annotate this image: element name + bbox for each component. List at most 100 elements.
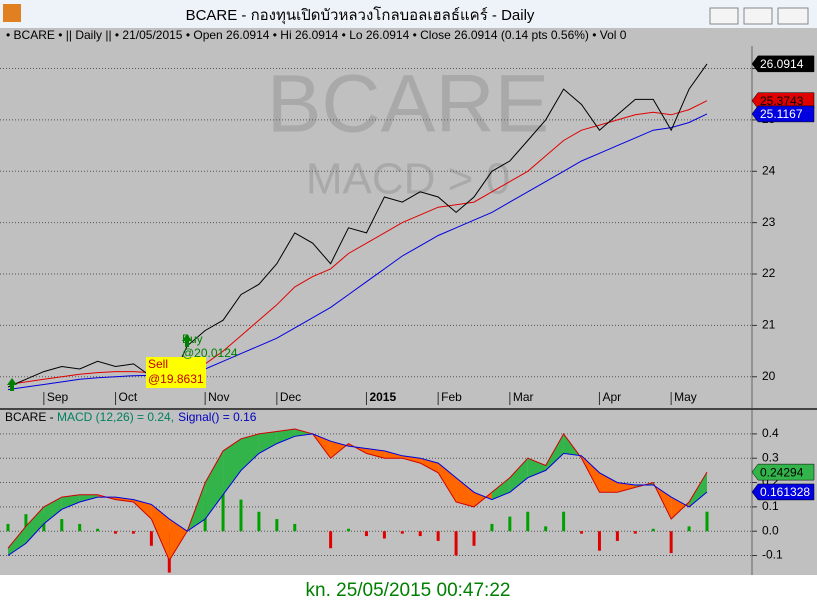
last-value-label: 25.3743: [760, 94, 804, 108]
histogram-bar: [149, 531, 153, 546]
histogram-bar: [687, 526, 691, 532]
histogram-bar: [96, 528, 100, 532]
macd-fill: [61, 494, 80, 510]
last-value-label: 25.1167: [760, 107, 803, 121]
y-tick-label: 0.1: [762, 499, 779, 513]
maximize-button[interactable]: [743, 7, 773, 25]
watermark-symbol: BCARE: [267, 59, 550, 150]
y-tick-label: 0.0: [762, 523, 779, 537]
x-tick-label: Oct: [119, 390, 138, 404]
y-tick-label: 22: [762, 266, 776, 280]
x-tick-label: Apr: [602, 390, 621, 404]
header-info: • BCARE • || Daily || • 21/05/2015 • Ope…: [6, 28, 627, 42]
histogram-bar: [239, 499, 243, 532]
y-tick-label: 20: [762, 369, 776, 383]
macd-legend: BCARE - MACD (12,26) = 0.24, Signal() = 0…: [5, 410, 257, 424]
value-flag: [751, 55, 815, 73]
macd-fill: [545, 433, 564, 471]
close-button[interactable]: [777, 7, 809, 25]
histogram-bar: [669, 531, 673, 554]
macd-fill: [509, 458, 528, 493]
histogram-bar: [418, 531, 422, 537]
histogram-bar: [257, 511, 261, 532]
x-tick-label: Nov: [208, 390, 229, 404]
y-tick-label: 21: [762, 318, 776, 332]
histogram-bar: [633, 531, 637, 534]
macd-fill: [205, 450, 224, 520]
last-value-label: 0.161328: [760, 485, 810, 499]
histogram-bar: [364, 531, 368, 537]
y-tick-label: 0.4: [762, 426, 779, 440]
macd-fill: [456, 477, 474, 507]
macd-fill: [115, 497, 134, 503]
histogram-bar: [562, 511, 566, 532]
x-tick-label: May: [674, 390, 697, 404]
y-tick-label: 24: [762, 163, 776, 177]
histogram-bar: [454, 531, 458, 556]
histogram-bar: [275, 519, 279, 532]
histogram-bar: [705, 511, 709, 532]
y-tick-label: -0.1: [762, 548, 783, 562]
watermark: BCARE MACD > 0: [267, 59, 550, 204]
macd-fill: [151, 504, 170, 561]
sell-box: [146, 357, 206, 388]
histogram-bar: [24, 514, 28, 532]
x-tick-label: Dec: [280, 390, 301, 404]
x-tick-label: Feb: [441, 390, 462, 404]
legend-symbol: BCARE -: [5, 410, 57, 424]
histogram-bar: [114, 531, 118, 534]
macd-fill: [169, 519, 188, 561]
macd-fill: [689, 472, 707, 507]
histogram-bar: [508, 516, 512, 532]
macd-fill: [25, 506, 44, 544]
macd-fill: [599, 472, 618, 493]
window-title: BCARE - กองทุนเปิดบัวหลวงโกลบอลเฮลธ์แคร์…: [186, 6, 535, 25]
histogram-bar: [60, 519, 64, 532]
macd-fill: [438, 463, 457, 503]
macd-fill: [43, 497, 62, 524]
buy-arrow: [7, 378, 17, 391]
buy-price: @20.0124: [182, 346, 238, 360]
histogram-bar: [221, 487, 225, 532]
x-tick-label: 2015: [369, 390, 396, 404]
chart-bg: [0, 28, 817, 575]
macd-fill: [491, 477, 510, 500]
histogram-bar: [490, 523, 494, 532]
histogram-bar: [131, 531, 135, 534]
histogram-bar: [400, 531, 404, 534]
macd-fill: [79, 494, 98, 503]
macd-line: [7, 433, 708, 556]
macd-fill: [384, 450, 403, 459]
histogram-bar: [436, 531, 440, 541]
histogram-bar: [347, 528, 351, 532]
macd-fill: [276, 429, 295, 444]
histogram-bar: [6, 523, 10, 532]
macd-fill: [241, 433, 259, 471]
macd-line: [7, 428, 708, 562]
sell-price: @19.8631: [148, 372, 204, 386]
x-tick-label: Mar: [513, 390, 534, 404]
macd-fill: [8, 526, 26, 556]
price-line: [7, 63, 708, 388]
histogram-bar: [597, 531, 601, 551]
y-tick-label: 23: [762, 215, 776, 229]
histogram-bar: [78, 523, 82, 532]
buy-annotation: Buy @20.0124: [7, 332, 238, 391]
x-tick-label: Sep: [47, 390, 69, 404]
sell-annotation: Sell @19.8631: [146, 357, 206, 388]
macd-fill: [366, 448, 385, 459]
histogram-bar: [615, 531, 619, 541]
histogram-bar: [580, 531, 584, 534]
watermark-condition: MACD > 0: [306, 155, 510, 204]
price-line: [7, 100, 708, 385]
legend-signal: Signal() = 0.16: [178, 410, 257, 424]
macd-fill: [258, 431, 277, 454]
last-value-label: 0.24294: [760, 465, 804, 479]
minimize-button[interactable]: [709, 7, 739, 25]
histogram-bar: [472, 531, 476, 546]
histogram-bar: [526, 511, 530, 532]
app-icon: [3, 4, 21, 22]
histogram-bar: [293, 523, 297, 532]
macd-fill: [527, 458, 546, 478]
